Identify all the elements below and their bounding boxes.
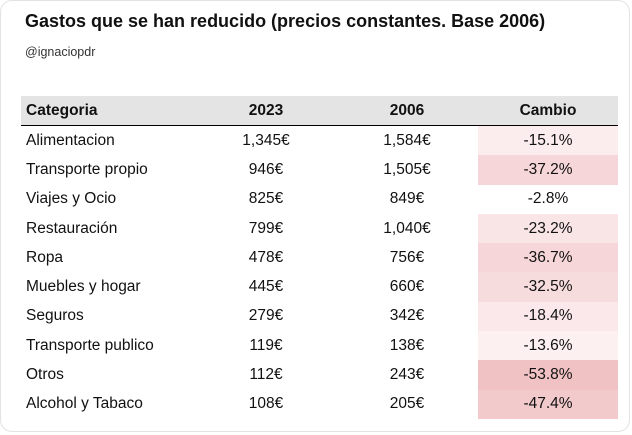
cell-cambio: -53.8% xyxy=(478,360,618,390)
cell-2006: 1,584€ xyxy=(383,131,431,149)
column-header-categoria: Categoria xyxy=(21,96,196,126)
cell-2006: 849€ xyxy=(389,190,425,208)
table-row: Seguros 279€ 342€ -18.4% xyxy=(21,301,618,332)
cell-categoria: Ropa xyxy=(26,248,64,266)
table-row: Alcohol y Tabaco 108€ 205€ -47.4% xyxy=(21,389,618,419)
cell-2023: 108€ xyxy=(248,395,284,413)
cell-2023: 119€ xyxy=(249,336,283,354)
column-header-cambio: Cambio xyxy=(478,96,618,126)
header-row: Categoria 2023 2006 Cambio xyxy=(21,96,618,126)
table-row: Viajes y Ocio 825€ 849€ -2.8% xyxy=(21,184,618,214)
table-row: Muebles y hogar 445€ 660€ -32.5% xyxy=(21,272,618,302)
table-body: Alimentacion 1,345€ 1,584€ -15.1% Transporte… xyxy=(21,125,618,419)
cell-cambio: -13.6% xyxy=(478,331,618,361)
cell-categoria: Transporte publico xyxy=(26,336,154,354)
table-row: Transporte publico 119€ 138€ -13.6% xyxy=(21,331,618,361)
cell-categoria: Transporte propio xyxy=(26,160,148,178)
cell-categoria: Muebles y hogar xyxy=(26,278,141,296)
cell-2023: 112€ xyxy=(249,366,283,384)
cell-cambio: -47.4% xyxy=(478,389,618,419)
cell-2006: 342€ xyxy=(389,307,425,325)
cell-2006: 243€ xyxy=(389,366,425,384)
cell-categoria: Otros xyxy=(26,366,64,384)
table-row: Transporte propio 946€ 1,505€ -37.2% xyxy=(21,155,618,185)
cell-2006: 756€ xyxy=(389,248,425,266)
cell-2006: 138€ xyxy=(389,336,425,354)
cell-cambio: -23.2% xyxy=(478,213,618,244)
cell-cambio: -15.1% xyxy=(478,125,618,156)
cell-2006: 1,040€ xyxy=(383,219,431,237)
table-row: Ropa 478€ 756€ -36.7% xyxy=(21,243,618,273)
cell-categoria: Seguros xyxy=(26,307,84,325)
table-row: Otros 112€ 243€ -53.8% xyxy=(21,360,618,390)
cell-2023: 799€ xyxy=(248,219,284,237)
cell-2006: 660€ xyxy=(389,278,425,296)
cell-categoria: Viajes y Ocio xyxy=(26,190,117,208)
cell-2006: 205€ xyxy=(389,395,425,413)
cell-2023: 825€ xyxy=(248,190,284,208)
cell-cambio: -2.8% xyxy=(478,184,618,214)
data-table: Categoria 2023 2006 Cambio Alimentacion 1… xyxy=(21,96,618,419)
chart-title: Gastos que se han reducido (precios cons… xyxy=(25,11,546,31)
cell-2023: 279€ xyxy=(248,307,284,325)
cell-2006: 1,505€ xyxy=(383,160,431,178)
cell-cambio: -37.2% xyxy=(478,155,618,185)
cell-2023: 946€ xyxy=(248,160,284,178)
cell-cambio: -36.7% xyxy=(478,243,618,273)
cell-categoria: Restauración xyxy=(26,219,118,237)
table-row: Alimentacion 1,345€ 1,584€ -15.1% xyxy=(21,125,618,156)
cell-cambio: -32.5% xyxy=(478,272,618,302)
column-header-2023: 2023 xyxy=(196,96,336,126)
cell-2023: 478€ xyxy=(248,248,284,266)
cell-categoria: Alimentacion xyxy=(26,131,115,149)
cell-categoria: Alcohol y Tabaco xyxy=(26,395,143,413)
cell-2023: 1,345€ xyxy=(242,131,290,149)
author-handle[interactable]: @ignaciopdr xyxy=(25,45,96,59)
cell-cambio: -18.4% xyxy=(478,301,618,332)
column-header-2006: 2006 xyxy=(336,96,478,126)
table-row: Restauración 799€ 1,040€ -23.2% xyxy=(21,213,618,244)
cell-2023: 445€ xyxy=(248,278,284,296)
